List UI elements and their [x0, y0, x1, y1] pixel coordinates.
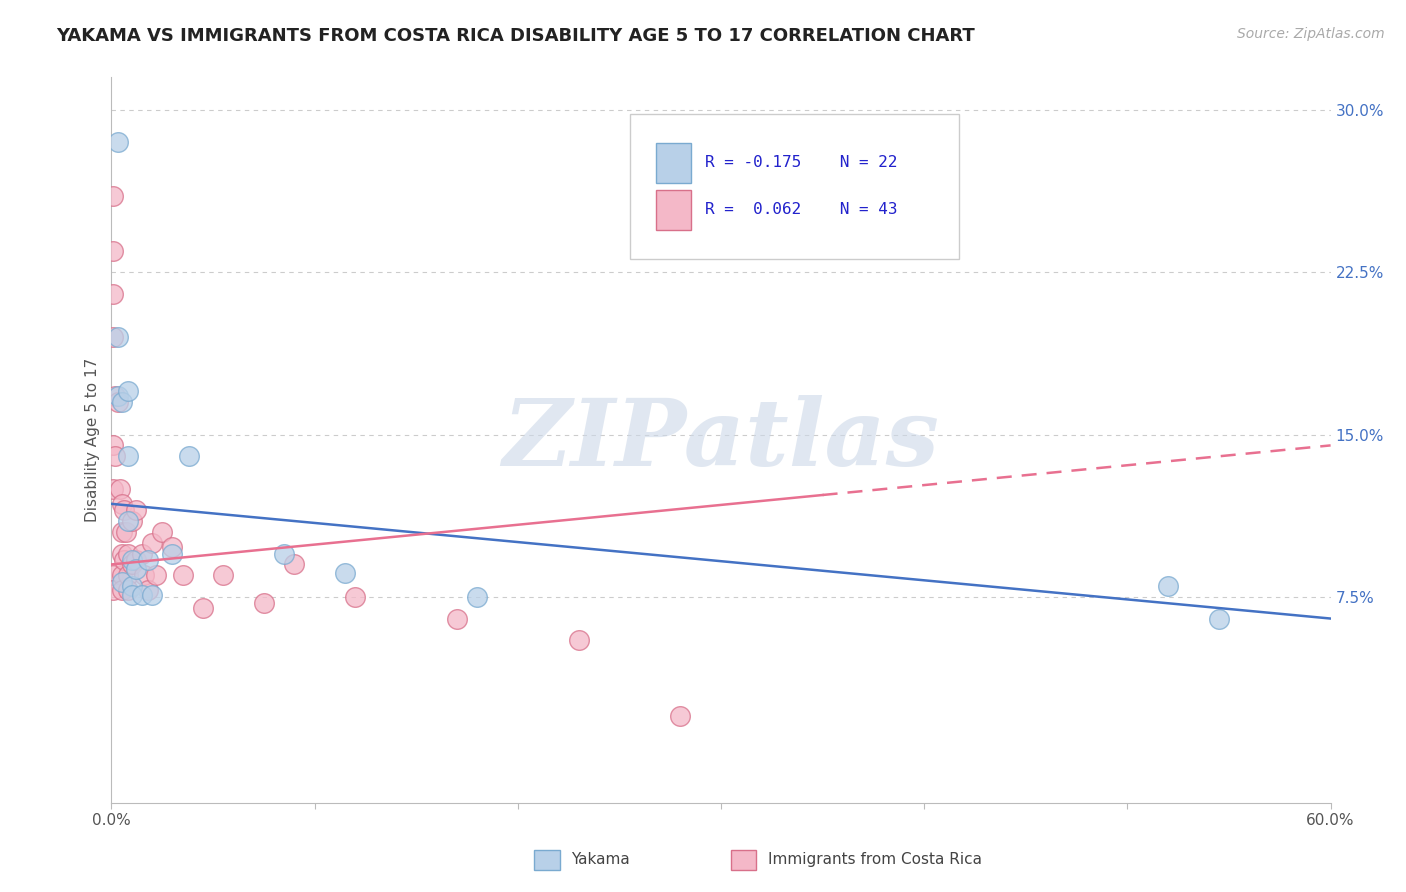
Point — [108, 482, 131, 496]
Point — [191, 600, 214, 615]
Point — [117, 384, 139, 399]
Point — [110, 547, 132, 561]
Text: R =  0.062    N = 43: R = 0.062 N = 43 — [706, 202, 897, 218]
Point — [125, 503, 148, 517]
Text: Immigrants from Costa Rica: Immigrants from Costa Rica — [768, 853, 981, 867]
Point — [145, 568, 167, 582]
Point — [117, 583, 139, 598]
Point — [112, 503, 135, 517]
Point — [1208, 611, 1230, 625]
Point — [121, 514, 143, 528]
Point — [162, 547, 184, 561]
Point — [103, 189, 125, 203]
Point — [253, 596, 276, 610]
Point — [103, 244, 125, 258]
Point — [283, 558, 305, 572]
Point — [117, 449, 139, 463]
Point — [103, 583, 125, 598]
Point — [150, 524, 173, 539]
Point — [141, 536, 163, 550]
Point — [103, 482, 125, 496]
Point — [103, 438, 125, 452]
Point — [114, 524, 136, 539]
Point — [141, 588, 163, 602]
Point — [121, 588, 143, 602]
Point — [121, 553, 143, 567]
Point — [107, 389, 129, 403]
Point — [110, 583, 132, 598]
Point — [107, 395, 129, 409]
Point — [132, 568, 155, 582]
Point — [110, 497, 132, 511]
Text: Yakama: Yakama — [571, 853, 630, 867]
Point — [344, 590, 367, 604]
Text: YAKAMA VS IMMIGRANTS FROM COSTA RICA DISABILITY AGE 5 TO 17 CORRELATION CHART: YAKAMA VS IMMIGRANTS FROM COSTA RICA DIS… — [56, 27, 974, 45]
Y-axis label: Disability Age 5 to 17: Disability Age 5 to 17 — [86, 358, 100, 522]
Point — [136, 553, 159, 567]
Point — [125, 562, 148, 576]
Point — [136, 583, 159, 598]
Point — [103, 330, 125, 344]
Point — [110, 574, 132, 589]
Point — [103, 568, 125, 582]
Point — [117, 547, 139, 561]
Point — [121, 558, 143, 572]
Text: R = -0.175    N = 22: R = -0.175 N = 22 — [706, 155, 897, 170]
Point — [172, 568, 194, 582]
Point — [568, 633, 591, 648]
Point — [110, 395, 132, 409]
Text: Source: ZipAtlas.com: Source: ZipAtlas.com — [1237, 27, 1385, 41]
Point — [125, 553, 148, 567]
Point — [212, 568, 235, 582]
Bar — [657, 190, 690, 230]
Point — [162, 540, 184, 554]
Point — [117, 514, 139, 528]
Point — [177, 449, 200, 463]
Point — [131, 547, 153, 561]
Point — [1157, 579, 1180, 593]
Point — [333, 566, 356, 580]
Point — [103, 286, 125, 301]
Bar — [657, 143, 690, 183]
Point — [104, 389, 127, 403]
Point — [131, 588, 153, 602]
FancyBboxPatch shape — [630, 113, 959, 259]
Point — [110, 524, 132, 539]
Point — [446, 611, 468, 625]
Point — [669, 709, 692, 723]
Point — [107, 330, 129, 344]
Point — [104, 449, 127, 463]
Text: ZIPatlas: ZIPatlas — [502, 395, 939, 485]
Point — [107, 136, 129, 150]
Point — [117, 568, 139, 582]
Point — [112, 553, 135, 567]
Point — [273, 547, 295, 561]
Point — [465, 590, 488, 604]
Point — [121, 579, 143, 593]
Point — [110, 568, 132, 582]
